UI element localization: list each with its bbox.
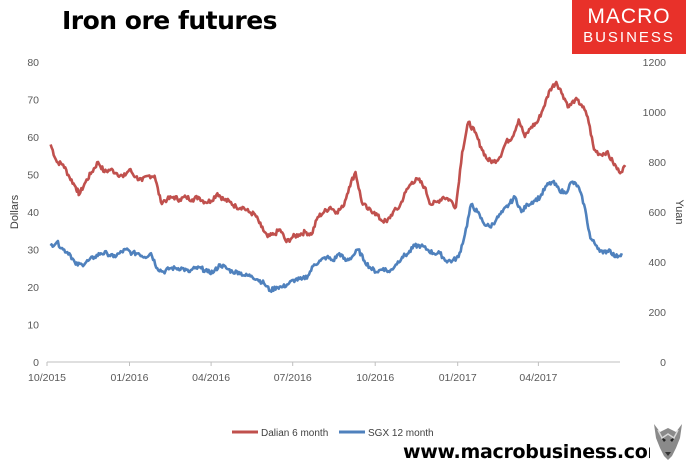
y-left-tick-label: 20 (27, 282, 39, 294)
x-tick-label: 10/2015 (28, 372, 66, 384)
y-right-axis-title: Yuan (673, 199, 685, 224)
x-tick-label: 07/2016 (274, 372, 312, 384)
x-tick-label: 04/2016 (192, 372, 230, 384)
y-right-tick-label: 800 (648, 157, 666, 169)
chart-title: Iron ore futures (62, 6, 278, 35)
x-tick-label: 04/2017 (519, 372, 557, 384)
y-left-axis-title: Dollars (9, 194, 21, 229)
y-left-tick-label: 40 (27, 207, 39, 219)
chart-axes: 0102030405060708002004006008001000120010… (9, 57, 685, 384)
y-left-tick-label: 50 (27, 170, 39, 182)
chart-series-layer (49, 80, 627, 294)
x-tick-label: 01/2016 (111, 372, 149, 384)
y-right-tick-label: 0 (660, 357, 666, 369)
macrobusiness-logo: MACRO BUSINESS (572, 0, 686, 54)
y-left-tick-label: 0 (33, 357, 39, 369)
footer-url[interactable]: www.macrobusiness.com.au (403, 441, 686, 463)
y-left-tick-label: 30 (27, 245, 39, 257)
x-tick-label: 10/2016 (356, 372, 394, 384)
wolf-logo-icon (650, 418, 686, 462)
logo-line2: BUSINESS (583, 29, 675, 46)
x-tick-label: 01/2017 (439, 372, 477, 384)
legend-label: SGX 12 month (368, 428, 434, 439)
series-line (49, 179, 624, 294)
y-left-tick-label: 60 (27, 132, 39, 144)
logo-line1: MACRO (587, 5, 671, 28)
series-line (49, 80, 627, 244)
y-right-tick-label: 1000 (643, 107, 667, 119)
y-left-tick-label: 10 (27, 320, 39, 332)
legend-label: Dalian 6 month (261, 428, 328, 439)
y-right-tick-label: 1200 (643, 57, 667, 69)
y-left-tick-label: 70 (27, 95, 39, 107)
y-right-tick-label: 600 (648, 207, 666, 219)
chart-legend: Dalian 6 month SGX 12 month (232, 428, 434, 439)
y-right-tick-label: 200 (648, 307, 666, 319)
y-right-tick-label: 400 (648, 257, 666, 269)
y-left-tick-label: 80 (27, 57, 39, 69)
